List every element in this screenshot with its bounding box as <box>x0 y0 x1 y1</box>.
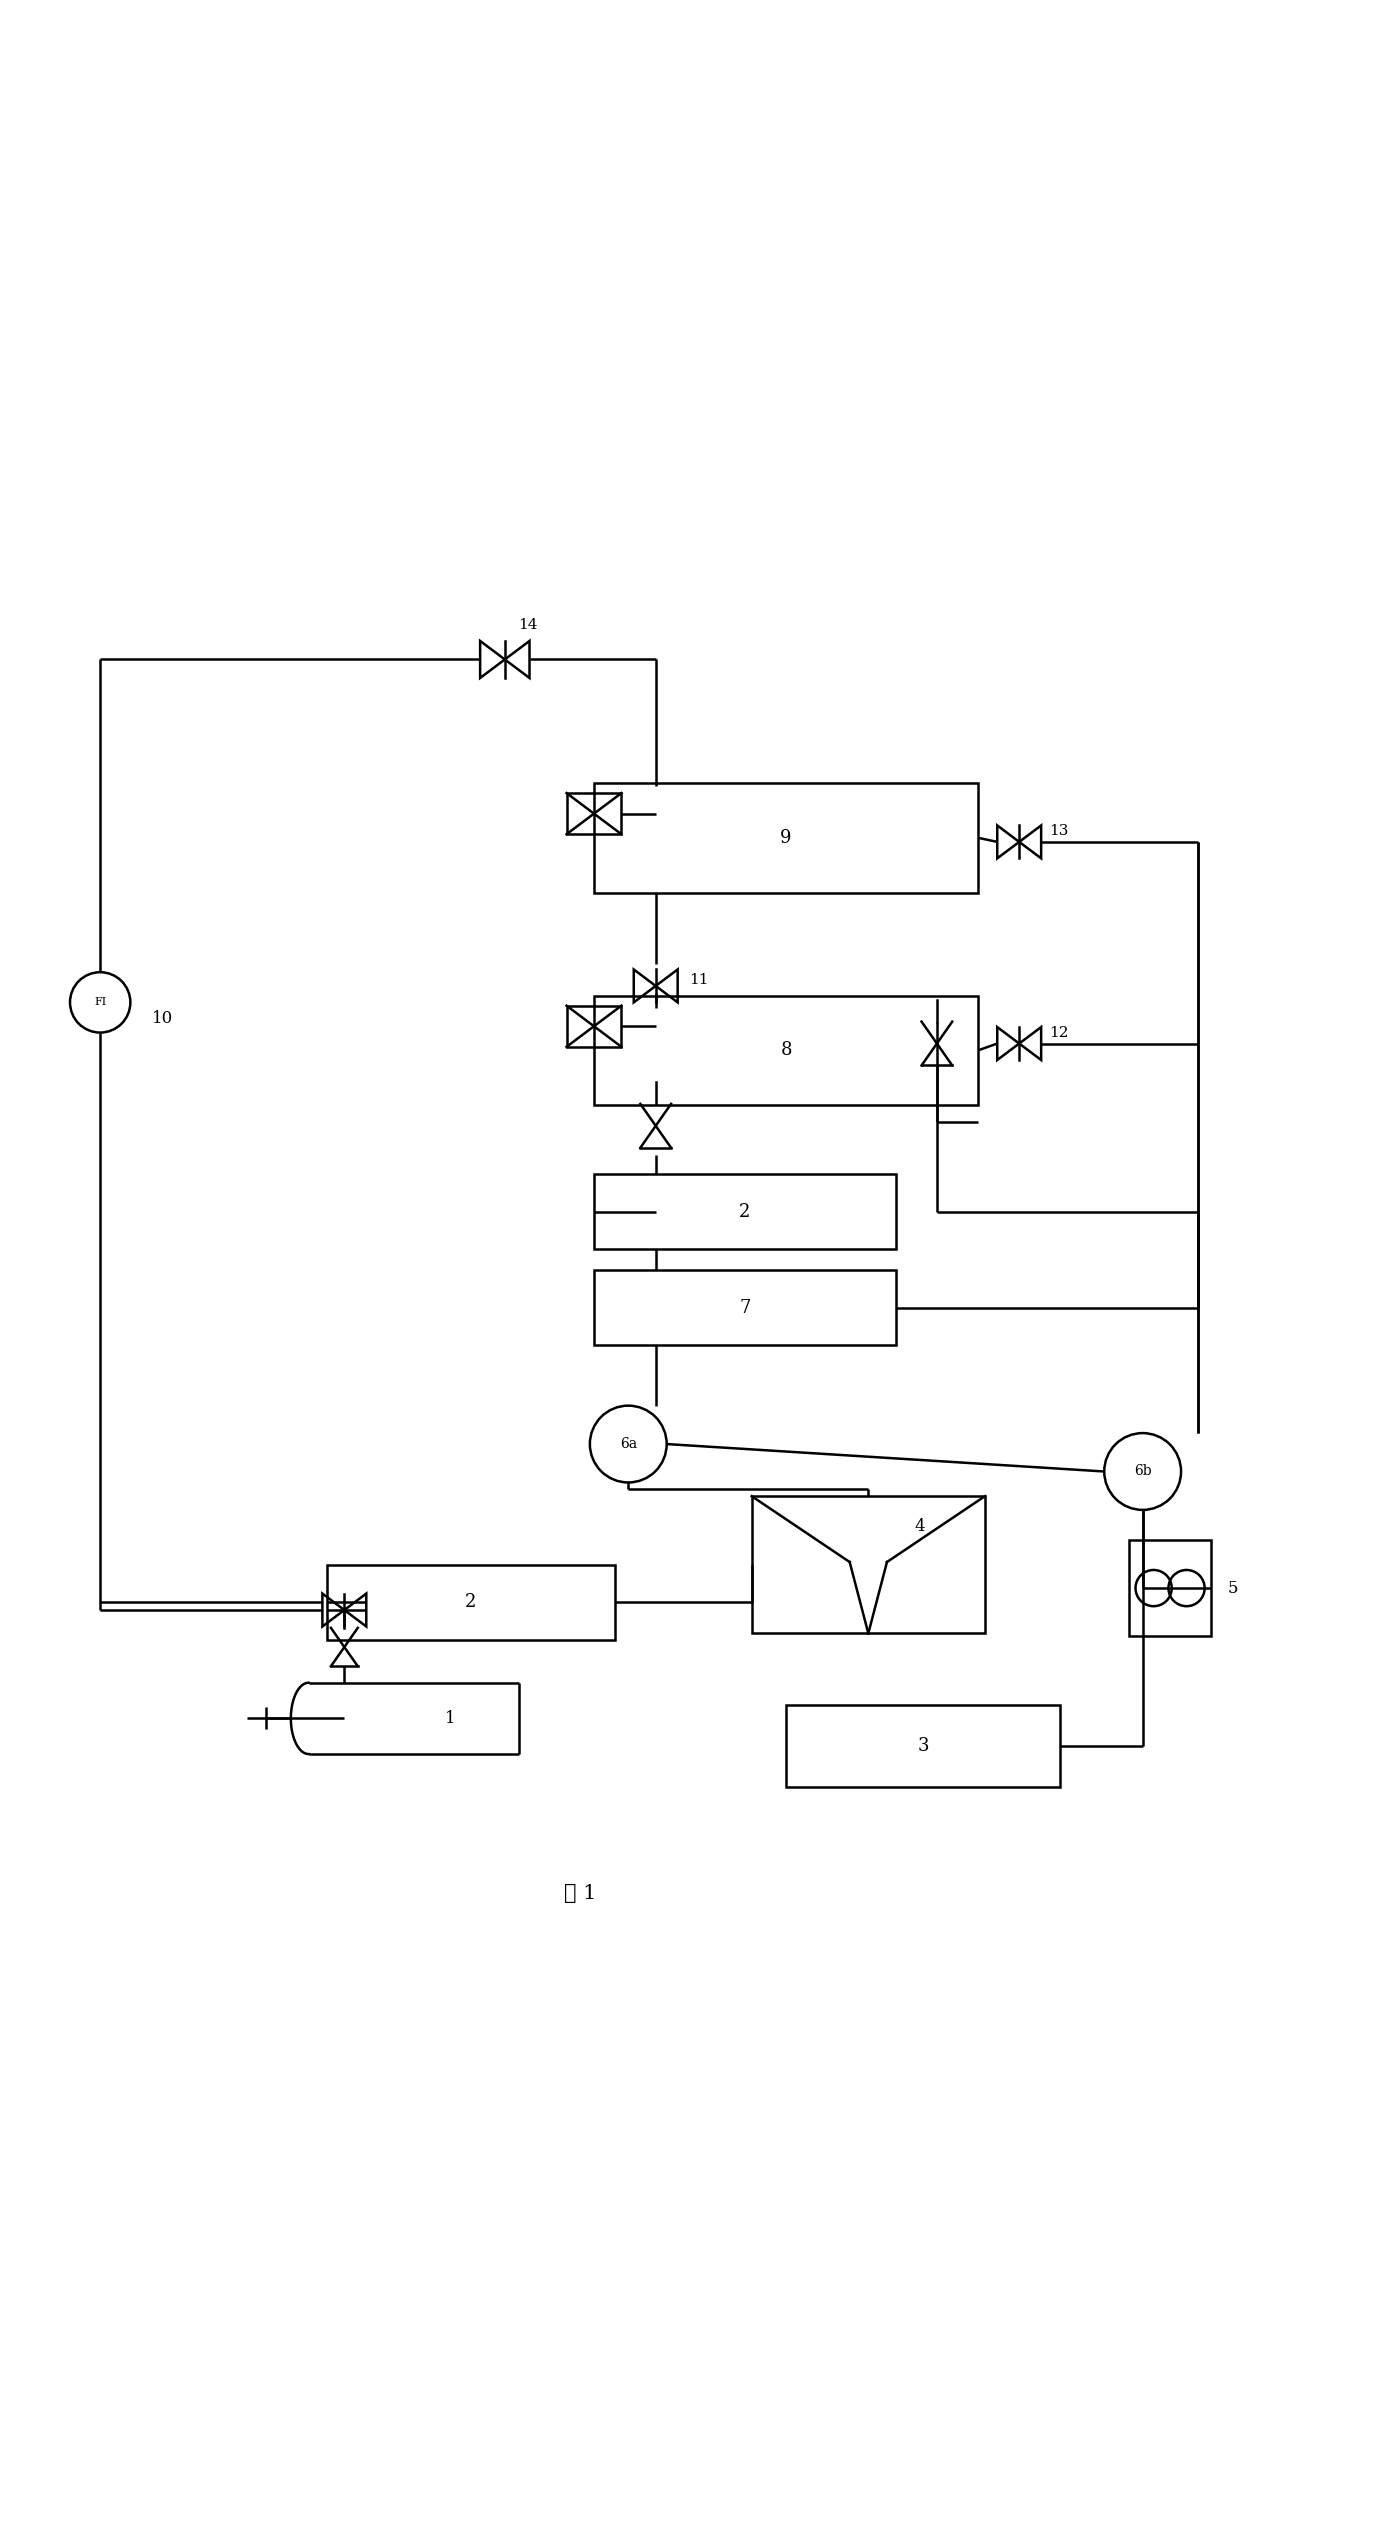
Text: 4: 4 <box>915 1518 925 1536</box>
Text: 7: 7 <box>740 1298 751 1316</box>
Text: 12: 12 <box>1049 1026 1070 1041</box>
Bar <box>567 793 621 834</box>
Text: 3: 3 <box>918 1738 929 1756</box>
Bar <box>327 1564 614 1639</box>
Bar <box>787 1705 1060 1786</box>
Bar <box>593 783 978 892</box>
Text: 13: 13 <box>1049 823 1068 839</box>
Text: 9: 9 <box>780 829 792 846</box>
Bar <box>1129 1541 1212 1637</box>
Bar <box>752 1495 985 1634</box>
Text: 11: 11 <box>689 973 708 988</box>
Text: 2: 2 <box>465 1594 476 1612</box>
Text: 8: 8 <box>780 1041 792 1058</box>
Bar <box>593 1271 896 1346</box>
Bar <box>593 995 978 1106</box>
Text: 6a: 6a <box>620 1437 636 1450</box>
Text: 图 1: 图 1 <box>564 1884 596 1905</box>
Text: 5: 5 <box>1228 1579 1238 1596</box>
Text: 2: 2 <box>740 1202 751 1220</box>
Text: 1: 1 <box>444 1710 455 1728</box>
Text: 10: 10 <box>152 1010 174 1028</box>
Bar <box>593 1175 896 1250</box>
Text: 6b: 6b <box>1134 1465 1151 1478</box>
Text: 14: 14 <box>519 619 538 632</box>
Bar <box>567 1005 621 1046</box>
Text: FI: FI <box>94 998 106 1008</box>
